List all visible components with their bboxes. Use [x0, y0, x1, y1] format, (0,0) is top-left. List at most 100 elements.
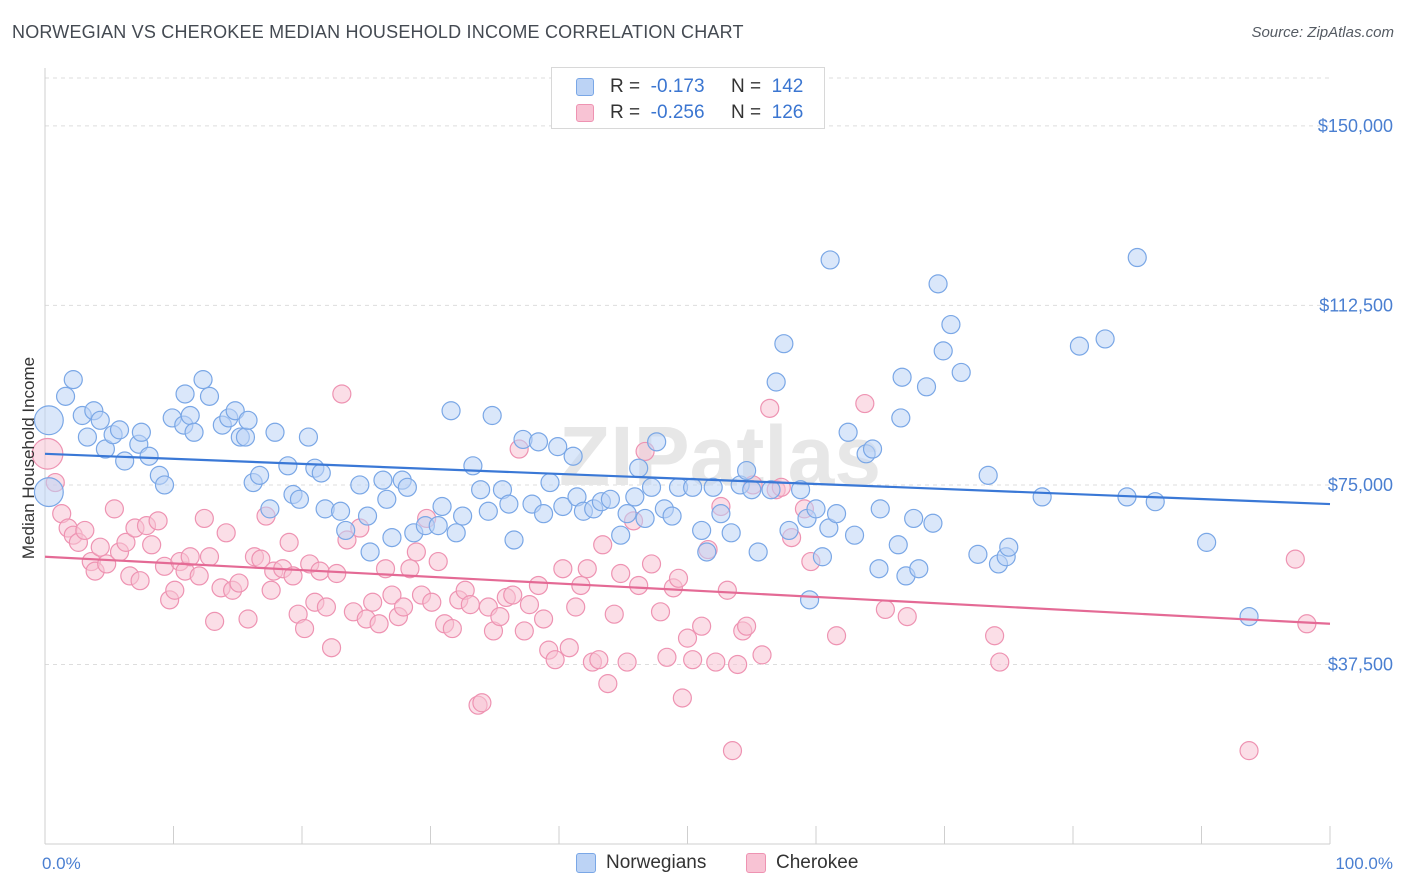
norwegian-point	[999, 537, 1019, 557]
cherokee-point	[826, 626, 847, 646]
cherokee-point	[577, 559, 597, 579]
cherokee-point	[553, 559, 573, 579]
norwegian-point	[298, 427, 319, 447]
cherokee-point	[189, 566, 209, 586]
norwegian-point	[909, 559, 929, 579]
norwegian-point	[504, 530, 524, 550]
cherokee-point	[327, 563, 347, 584]
cherokee-point	[692, 616, 712, 636]
norwegian-point	[139, 446, 159, 466]
y-tick-label: $37,500	[1328, 654, 1393, 674]
cherokee-trend-line	[44, 555, 1331, 625]
x-tick-labels: 0.0% 100.0%	[42, 854, 1393, 873]
y-tick-label: $150,000	[1318, 116, 1393, 136]
norwegian-point	[1127, 247, 1147, 268]
cherokee-point	[760, 398, 780, 418]
cherokee-point	[382, 585, 402, 605]
norwegian-point	[499, 494, 519, 514]
norwegian-point	[563, 446, 583, 466]
cherokee-point	[194, 508, 214, 529]
norwegian-point	[471, 480, 491, 500]
norwegian-point	[311, 463, 331, 483]
cherokee-point	[363, 592, 383, 612]
norwegian-point	[888, 535, 908, 555]
cherokee-point	[400, 559, 420, 579]
cherokee-point	[294, 618, 315, 639]
cherokee-point	[990, 652, 1010, 672]
norwegian-point	[820, 250, 840, 270]
source-label: Source: ZipAtlas.com	[1251, 24, 1394, 41]
y-tick-label: $75,000	[1328, 475, 1393, 495]
cherokee-point	[514, 621, 534, 641]
norwegian-point	[766, 372, 786, 392]
norwegian-point	[453, 506, 473, 526]
cherokee-point	[545, 650, 565, 670]
cherokee-point	[90, 537, 110, 557]
norwegian-point	[891, 408, 911, 428]
norwegian-point	[923, 513, 943, 533]
norwegian-point	[540, 472, 560, 493]
chart-title: NORWEGIAN VS CHEROKEE MEDIAN HOUSEHOLD I…	[12, 22, 744, 42]
norwegian-point	[662, 506, 682, 526]
cherokee-point	[1239, 741, 1259, 761]
norwegian-point	[432, 496, 452, 517]
x-tick-label: 0.0%	[42, 854, 81, 873]
cherokee-point	[422, 592, 442, 612]
cherokee-point	[321, 638, 342, 658]
norwegian-point	[862, 439, 883, 459]
norwegian-point	[697, 542, 717, 562]
norwegian-point	[1069, 336, 1090, 356]
cherokee-point	[672, 688, 692, 708]
cherokee-point	[657, 647, 677, 667]
norwegian-point	[826, 504, 847, 524]
norwegian-point	[357, 506, 378, 526]
norwegian-point	[548, 437, 568, 457]
cherokee-point	[142, 535, 162, 555]
x-tick-label: 100.0%	[1335, 854, 1393, 873]
cherokee-point	[533, 609, 554, 629]
cherokee-point	[985, 626, 1005, 646]
y-tick-label: $112,500	[1319, 295, 1393, 315]
norwegian-point	[799, 590, 820, 610]
norwegian-point	[184, 422, 204, 442]
norwegian-point	[978, 465, 998, 485]
norwegian-point	[617, 504, 637, 524]
cherokee-point	[75, 520, 95, 541]
norwegian-point	[90, 410, 110, 430]
norwegian-point	[869, 559, 889, 579]
cherokee-point	[205, 611, 225, 631]
norwegian-point	[968, 544, 988, 564]
norwegian-point	[870, 499, 890, 519]
norwegian-point	[193, 370, 213, 390]
cherokee-point	[737, 616, 757, 636]
norwegian-point	[131, 422, 151, 442]
norwegian-point	[478, 501, 498, 521]
bottom-swatch-norwegians	[576, 853, 596, 873]
cherokee-point	[668, 568, 689, 588]
bottom-swatch-cherokee	[746, 853, 766, 873]
norwegian-point	[916, 377, 937, 397]
cherokee-point	[279, 532, 299, 552]
norwegian-point	[482, 405, 502, 426]
norwegian-point	[1239, 606, 1259, 627]
cherokee-point	[180, 547, 200, 567]
cherokee-point	[165, 580, 185, 600]
cherokee-point	[238, 609, 258, 629]
norwegian-point	[844, 525, 865, 545]
norwegian-point	[278, 456, 298, 476]
norwegian-point	[175, 384, 195, 404]
cherokee-point	[722, 741, 743, 761]
cherokee-point	[683, 650, 703, 670]
cherokee-point	[559, 638, 579, 658]
y-axis-label: Median Household Income	[19, 357, 38, 559]
norwegian-trend-line	[44, 452, 1331, 506]
trend-lines	[44, 452, 1331, 625]
norwegian-point	[373, 470, 393, 490]
norwegian-point	[761, 480, 781, 500]
cherokee-point	[104, 499, 124, 519]
cherokee-point	[589, 650, 609, 670]
legend-stats-cherokee: R = -0.256 N = 126	[610, 102, 804, 123]
bottom-label-norwegians: Norwegians	[606, 852, 707, 873]
norwegian-point	[774, 334, 794, 354]
norwegian-point	[703, 477, 723, 497]
